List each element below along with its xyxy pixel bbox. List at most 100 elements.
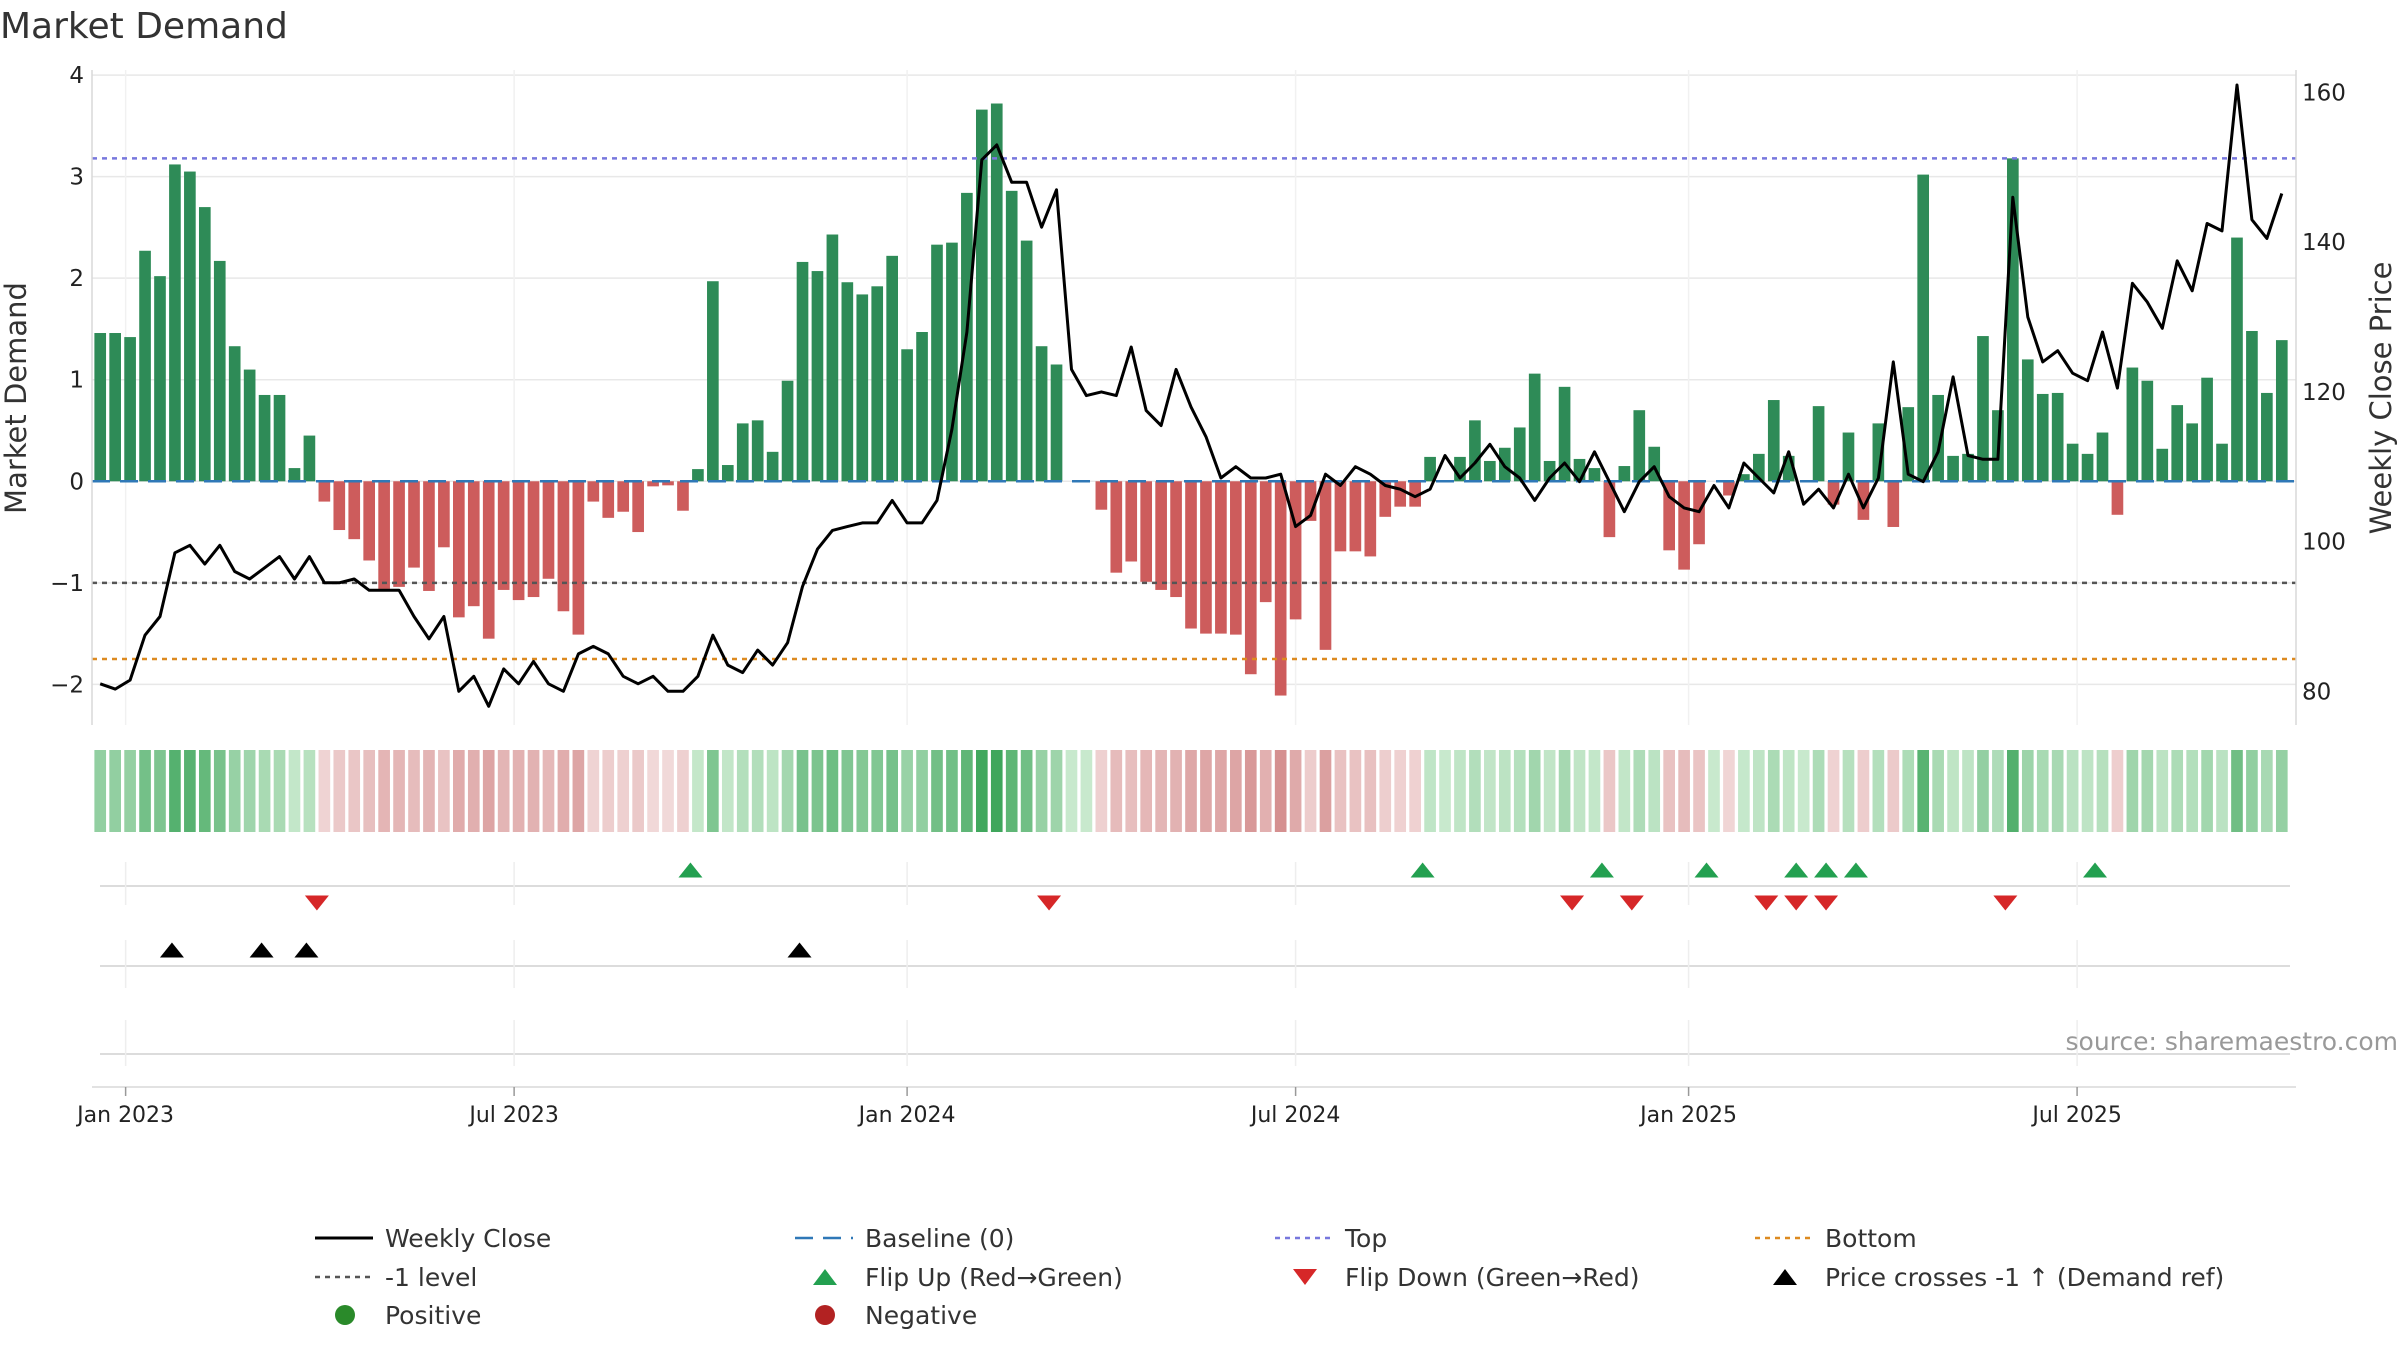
demand-bar-positive (1469, 420, 1481, 482)
x-axis: Jan 2023 Jul 2023 Jan 2024 Jul 2024 Jan 2025… (75, 1086, 2296, 1128)
demand-bar-positive (303, 435, 316, 482)
demand-bar-positive (826, 234, 839, 482)
y2-tick-label: 120 (2302, 380, 2346, 406)
demand-bar-positive (931, 244, 943, 482)
flip-down-marker (1560, 895, 1585, 911)
heat-cell (1812, 750, 1825, 832)
heat-cell (871, 750, 884, 832)
heat-cell (841, 750, 854, 832)
legend-label: Bottom (1825, 1224, 1917, 1253)
demand-bar-positive (1738, 474, 1750, 482)
heat-cell (1230, 750, 1242, 832)
heat-cell (1454, 750, 1466, 832)
y-tick-label: −2 (50, 672, 84, 698)
heat-cell (438, 750, 450, 832)
demand-bar-negative (572, 481, 585, 635)
heat-cell (139, 750, 151, 832)
y2-tick-label: 140 (2302, 230, 2346, 256)
heat-cell (647, 750, 659, 832)
demand-bar-positive (707, 281, 719, 482)
heat-cell (1902, 750, 1915, 832)
heat-cell (1379, 750, 1392, 832)
flip-up-marker (1410, 862, 1435, 878)
demand-bar-positive (2216, 443, 2228, 482)
demand-bar-negative (677, 481, 689, 511)
demand-bar-positive (109, 333, 121, 482)
heat-cell (1200, 750, 1212, 832)
demand-bar-positive (2066, 443, 2079, 482)
y-axis-label: Market Demand (0, 282, 33, 514)
demand-bar-negative (1215, 481, 1227, 634)
heat-cell (1349, 750, 1362, 832)
price-line-layer (99, 83, 2284, 708)
legend-label: Price crosses -1 ↑ (Demand ref) (1825, 1263, 2224, 1292)
heat-cell (1080, 750, 1093, 832)
heat-cell (94, 750, 107, 832)
demand-bar-positive (1618, 466, 1631, 482)
heat-cell (1648, 750, 1661, 832)
heat-cell (662, 750, 674, 832)
demand-bar-positive (721, 465, 734, 482)
price-cross-marker (249, 942, 274, 958)
legend: Weekly Close Baseline (0) Top Bottom -1 leve… (315, 1224, 2224, 1330)
demand-bar-positive (1528, 373, 1541, 482)
demand-bar-negative (408, 481, 420, 568)
heat-cell (512, 750, 525, 832)
demand-bar-negative (318, 481, 331, 502)
legend-label: Weekly Close (385, 1224, 551, 1253)
demand-bar-positive (886, 255, 898, 482)
legend-label: Flip Up (Red→Green) (865, 1263, 1123, 1292)
demand-bar-positive (2021, 359, 2034, 482)
demand-bar-negative (602, 481, 615, 518)
heat-cell (1170, 750, 1182, 832)
flip-down-marker (1754, 895, 1779, 911)
demand-bar-positive (1424, 456, 1436, 482)
demand-bar-positive (946, 242, 958, 482)
demand-bar-negative (2111, 481, 2124, 515)
demand-bar-positive (213, 260, 226, 482)
x-tick-label: Jul 2024 (1249, 1103, 1341, 1128)
demand-bar-positive (94, 333, 107, 482)
heat-cell (273, 750, 286, 832)
heat-cell (1947, 750, 1959, 832)
source-credit: source: sharemaestro.com (2066, 1027, 2399, 1056)
heat-cell (2066, 750, 2079, 832)
demand-bar-negative (363, 481, 376, 561)
heat-cell (617, 750, 630, 832)
heat-cell (1558, 750, 1571, 832)
heat-cell (1573, 750, 1586, 832)
demand-bar-positive (751, 420, 764, 482)
heat-cell (2275, 750, 2288, 832)
demand-bar-positive (1962, 453, 1974, 482)
heat-cell (258, 750, 271, 832)
heat-cell (1140, 750, 1153, 832)
heat-cell (1872, 750, 1885, 832)
legend-label: Top (1344, 1224, 1387, 1253)
heat-cell (632, 750, 644, 832)
heat-cell (198, 750, 211, 832)
heat-cell (1738, 750, 1750, 832)
demand-bar-positive (139, 250, 151, 482)
heat-cell (2051, 750, 2064, 832)
flip-up-marker (1843, 862, 1868, 878)
heat-cell (2007, 750, 2019, 832)
demand-bar-negative (348, 481, 361, 540)
demand-bar-positive (198, 207, 211, 482)
demand-bar-positive (781, 380, 794, 482)
y2-tick-label: 80 (2302, 679, 2331, 705)
heat-cell (1424, 750, 1436, 832)
heat-cell (2036, 750, 2049, 832)
legend-item: Positive (335, 1301, 481, 1330)
demand-bar-positive (2275, 340, 2288, 482)
flip-up-marker (2083, 862, 2108, 878)
demand-bar-negative (378, 481, 390, 589)
legend-swatch (1773, 1269, 1797, 1285)
demand-bar-negative (333, 481, 346, 531)
heat-cell (931, 750, 943, 832)
heat-cell (557, 750, 570, 832)
y-tick-label: 3 (69, 165, 84, 191)
heat-cell (408, 750, 420, 832)
demand-bar-positive (1588, 468, 1601, 482)
heat-cell (2111, 750, 2124, 832)
